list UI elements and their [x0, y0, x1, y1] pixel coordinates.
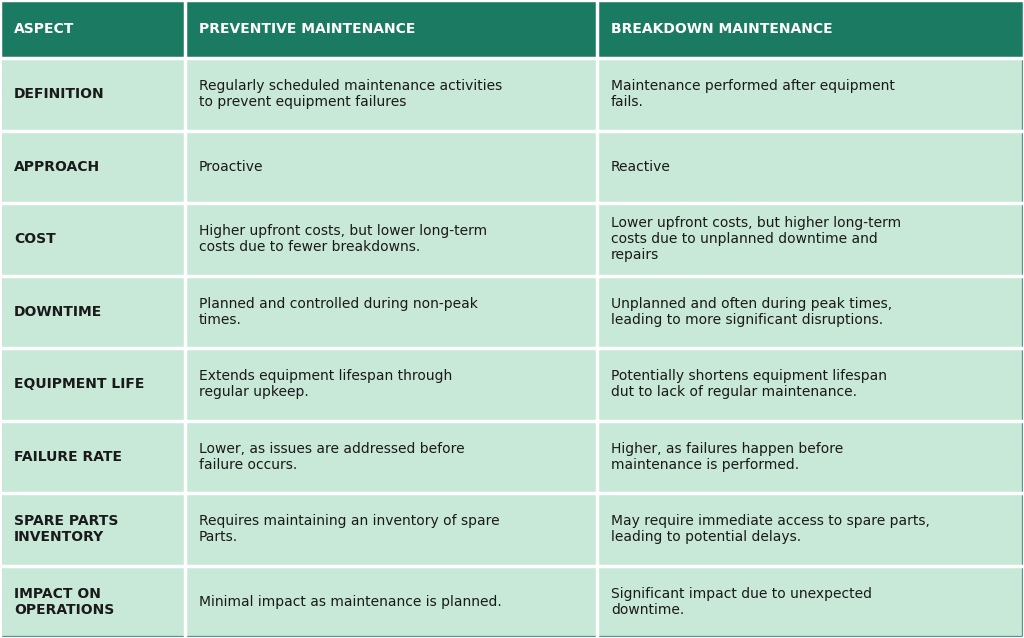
Text: EQUIPMENT LIFE: EQUIPMENT LIFE: [14, 377, 144, 391]
Bar: [185, 565, 597, 638]
Text: Potentially shortens equipment lifespan
dut to lack of regular maintenance.: Potentially shortens equipment lifespan …: [611, 369, 887, 399]
Bar: [597, 203, 1024, 276]
Bar: [597, 0, 1024, 58]
Bar: [0, 420, 185, 493]
Text: IMPACT ON
OPERATIONS: IMPACT ON OPERATIONS: [14, 587, 115, 617]
Text: Higher upfront costs, but lower long-term
costs due to fewer breakdowns.: Higher upfront costs, but lower long-ter…: [199, 224, 487, 255]
Bar: [185, 0, 597, 58]
Text: Higher, as failures happen before
maintenance is performed.: Higher, as failures happen before mainte…: [611, 441, 843, 472]
Bar: [185, 58, 597, 131]
Bar: [0, 493, 185, 565]
Text: Minimal impact as maintenance is planned.: Minimal impact as maintenance is planned…: [199, 595, 502, 609]
Text: BREAKDOWN MAINTENANCE: BREAKDOWN MAINTENANCE: [611, 22, 833, 36]
Text: May require immediate access to spare parts,
leading to potential delays.: May require immediate access to spare pa…: [611, 514, 930, 544]
Bar: [0, 58, 185, 131]
Bar: [0, 0, 185, 58]
Bar: [597, 276, 1024, 348]
Text: Reactive: Reactive: [611, 160, 671, 174]
Bar: [185, 203, 597, 276]
Text: Lower, as issues are addressed before
failure occurs.: Lower, as issues are addressed before fa…: [199, 441, 465, 472]
Bar: [185, 348, 597, 420]
Bar: [185, 276, 597, 348]
Bar: [0, 131, 185, 203]
Text: ASPECT: ASPECT: [14, 22, 75, 36]
Text: Regularly scheduled maintenance activities
to prevent equipment failures: Regularly scheduled maintenance activiti…: [199, 79, 502, 109]
Text: Requires maintaining an inventory of spare
Parts.: Requires maintaining an inventory of spa…: [199, 514, 500, 544]
Text: Proactive: Proactive: [199, 160, 263, 174]
Bar: [0, 276, 185, 348]
Bar: [0, 203, 185, 276]
Bar: [597, 565, 1024, 638]
Bar: [185, 131, 597, 203]
Text: DEFINITION: DEFINITION: [14, 87, 104, 101]
Text: APPROACH: APPROACH: [14, 160, 100, 174]
Bar: [597, 348, 1024, 420]
Text: Significant impact due to unexpected
downtime.: Significant impact due to unexpected dow…: [611, 587, 872, 617]
Bar: [597, 493, 1024, 565]
Text: DOWNTIME: DOWNTIME: [14, 305, 102, 319]
Text: Maintenance performed after equipment
fails.: Maintenance performed after equipment fa…: [611, 79, 895, 109]
Bar: [185, 420, 597, 493]
Bar: [597, 420, 1024, 493]
Text: Planned and controlled during non-peak
times.: Planned and controlled during non-peak t…: [199, 297, 478, 327]
Text: SPARE PARTS
INVENTORY: SPARE PARTS INVENTORY: [14, 514, 119, 544]
Bar: [0, 348, 185, 420]
Text: Unplanned and often during peak times,
leading to more significant disruptions.: Unplanned and often during peak times, l…: [611, 297, 892, 327]
Bar: [0, 565, 185, 638]
Text: FAILURE RATE: FAILURE RATE: [14, 450, 122, 464]
Bar: [597, 58, 1024, 131]
Bar: [185, 493, 597, 565]
Text: Extends equipment lifespan through
regular upkeep.: Extends equipment lifespan through regul…: [199, 369, 453, 399]
Text: Lower upfront costs, but higher long-term
costs due to unplanned downtime and
re: Lower upfront costs, but higher long-ter…: [611, 216, 901, 262]
Text: PREVENTIVE MAINTENANCE: PREVENTIVE MAINTENANCE: [199, 22, 416, 36]
Text: COST: COST: [14, 232, 55, 246]
Bar: [597, 131, 1024, 203]
